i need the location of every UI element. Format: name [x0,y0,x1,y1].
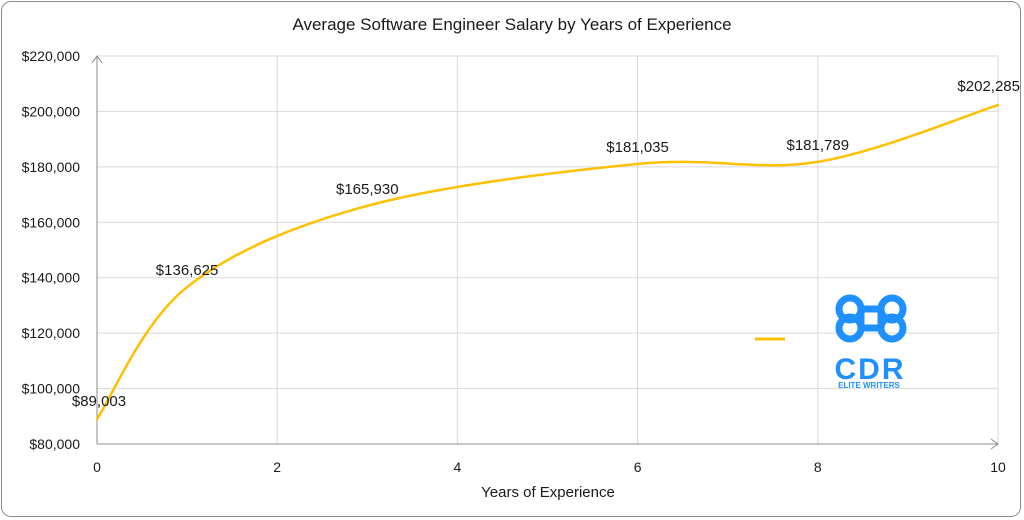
x-tick-label: 4 [454,459,462,475]
data-label: $181,035 [606,139,669,156]
data-label: $181,789 [787,137,850,154]
data-labels: $89,003 $136,625 $165,930 $181,035 $181,789 $… [72,78,1020,410]
data-label: $89,003 [72,393,126,410]
x-axis-tick-labels: 0 2 4 6 8 10 [93,459,1006,475]
x-tick-label: 8 [814,459,822,475]
x-tick-label: 6 [634,459,642,475]
x-tick-label: 2 [273,459,281,475]
x-axis-title: Years of Experience [481,484,615,501]
y-tick-label: $140,000 [22,270,81,286]
logo-text: CDR [835,353,906,386]
y-axis-tick-labels: $80,000 $100,000 $120,000 $140,000 $160,000 $… [22,48,81,452]
data-label: $202,285 [957,78,1020,95]
y-tick-label: $180,000 [22,159,81,175]
series-line [95,103,1000,421]
y-tick-label: $120,000 [22,325,81,341]
logo-subtext: ELITE WRITERS [838,381,900,390]
y-tick-label: $200,000 [22,103,81,119]
axes [91,55,999,450]
y-tick-label: $220,000 [22,48,81,64]
y-tick-label: $80,000 [29,436,80,452]
gridlines [97,55,999,444]
y-tick-label: $100,000 [22,381,81,397]
chart-title: Average Software Engineer Salary by Year… [292,15,731,34]
data-label: $136,625 [156,262,219,279]
y-axis-arrow [91,55,103,64]
y-tick-label: $160,000 [22,214,81,230]
data-label: $165,930 [336,181,399,198]
cdr-logo: CDR ELITE WRITERS [835,294,907,390]
x-tick-label: 0 [93,459,101,475]
x-axis-arrow [990,438,999,450]
series-group [95,103,1000,421]
x-tick-label: 10 [990,459,1006,475]
